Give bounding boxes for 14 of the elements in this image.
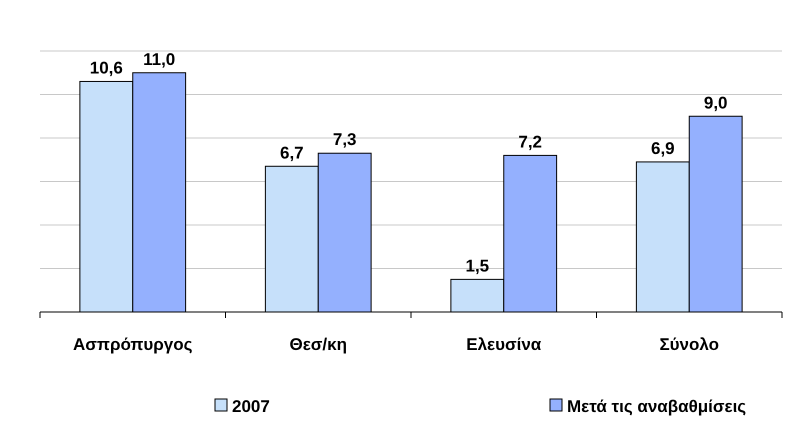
data-label: 6,9 [650, 138, 675, 158]
data-label: 7,2 [518, 132, 542, 152]
legend-label: 2007 [232, 396, 270, 416]
legend-label: Μετά τις αναβαθμίσεις [567, 396, 746, 416]
x-tick-label: Σύνολο [659, 335, 720, 354]
data-label: 6,7 [280, 143, 304, 162]
data-label: 9,0 [704, 93, 728, 112]
data-label: 10,6 [90, 58, 123, 78]
data-label: 1,5 [465, 256, 490, 276]
x-tick-label: Θεσ/κη [289, 335, 348, 354]
data-label: 7,3 [332, 130, 357, 150]
data-label: 11,0 [143, 50, 176, 69]
x-tick-label: Ελευσίνα [466, 335, 542, 354]
x-tick-label: Ασπρόπυργος [73, 335, 193, 354]
